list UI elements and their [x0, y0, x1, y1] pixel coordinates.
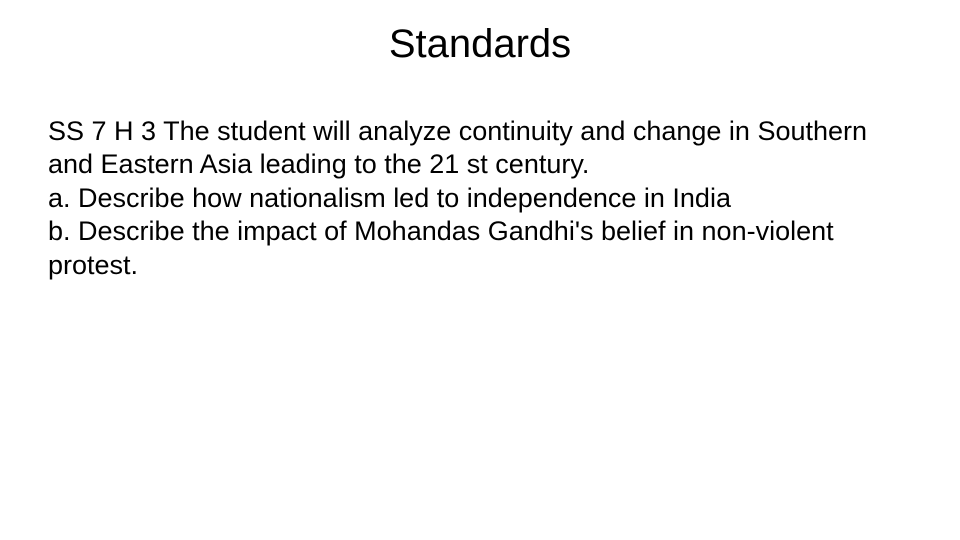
item-label: a. [48, 183, 71, 213]
item-label: b. [48, 216, 71, 246]
slide-title: Standards [48, 22, 912, 67]
standard-item-b: b. Describe the impact of Mohandas Gandh… [48, 215, 912, 282]
standard-item-a: a. Describe how nationalism led to indep… [48, 182, 912, 215]
item-text: Describe the impact of Mohandas Gandhi's… [48, 216, 834, 279]
slide-body: SS 7 H 3 The student will analyze contin… [48, 115, 912, 282]
standard-code: SS 7 H 3 [48, 116, 156, 146]
slide-container: Standards SS 7 H 3 The student will anal… [0, 0, 960, 540]
item-text: Describe how nationalism led to independ… [78, 183, 731, 213]
standard-text: The student will analyze continuity and … [48, 116, 867, 179]
